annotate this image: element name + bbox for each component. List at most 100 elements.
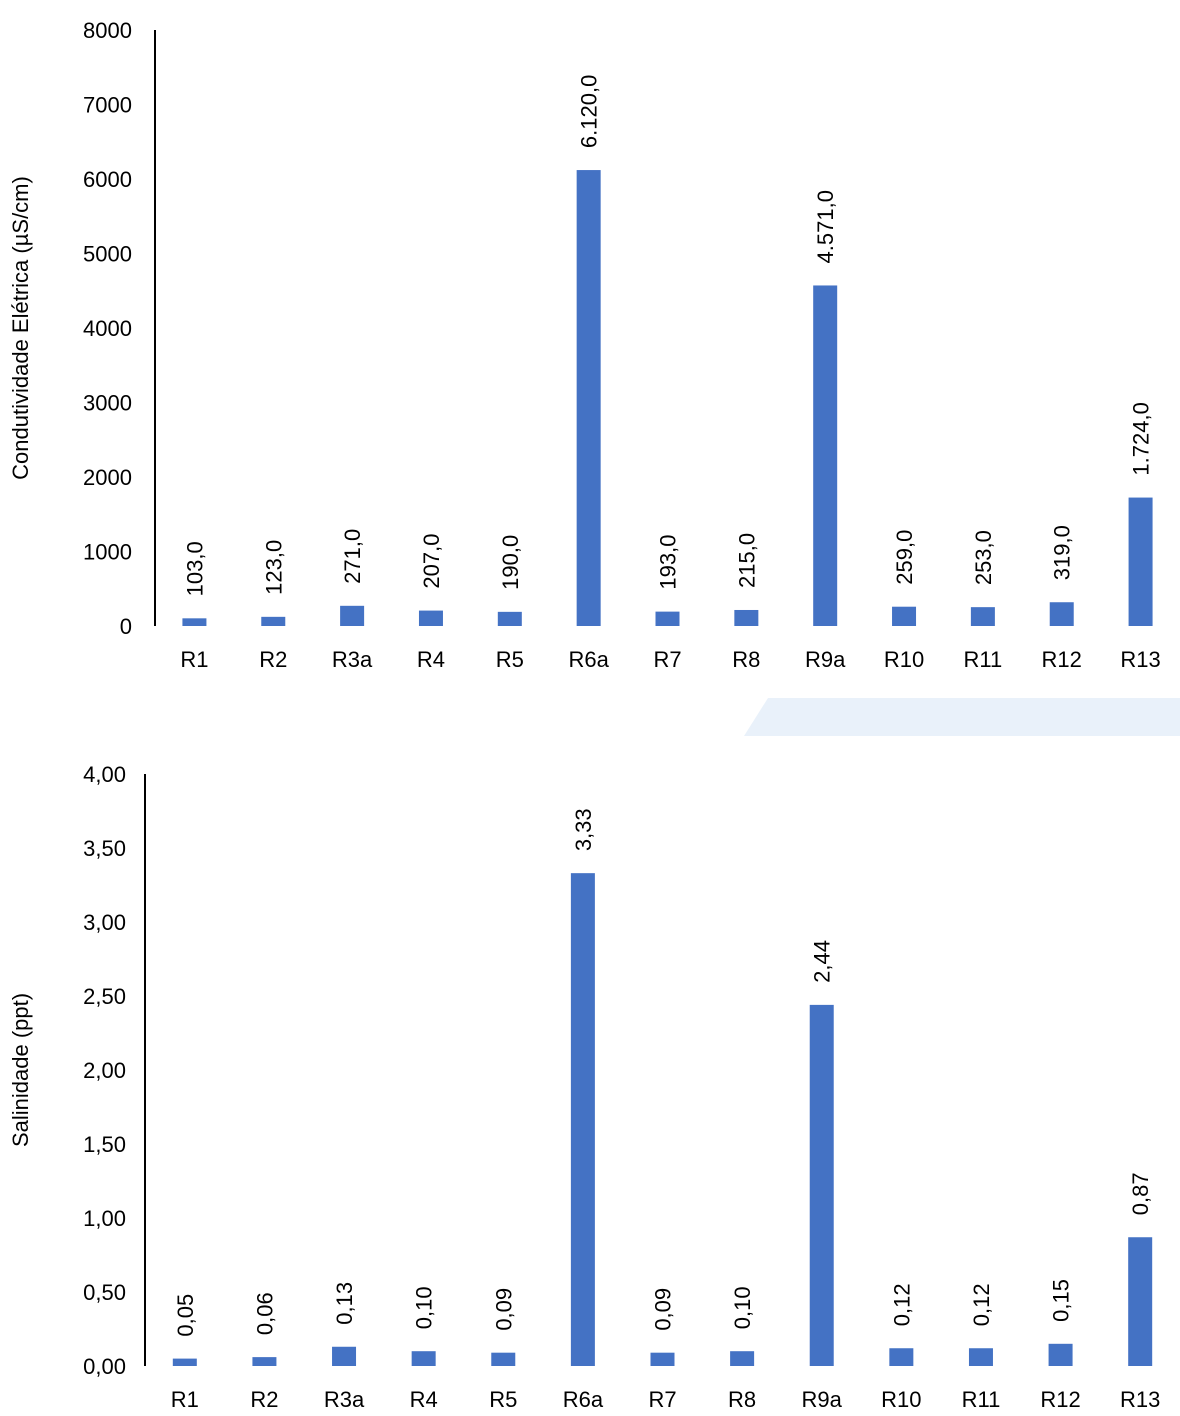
y-tick-label: 5000: [83, 242, 132, 267]
data-label: 319,0: [1050, 525, 1075, 580]
x-category-label: R8: [728, 1387, 756, 1412]
x-category-label: R10: [884, 647, 924, 672]
x-category-label: R4: [410, 1387, 438, 1412]
bar-r7: [650, 1352, 675, 1366]
x-category-label: R8: [732, 647, 760, 672]
data-label: 2,44: [810, 940, 835, 983]
y-tick-label: 6000: [83, 167, 132, 192]
data-label: 271,0: [340, 529, 365, 584]
y-tick-label: 3,00: [83, 910, 126, 935]
data-label: 193,0: [656, 535, 681, 590]
y-tick-label: 3000: [83, 391, 132, 416]
bar-r9a: [809, 1004, 834, 1366]
x-category-label: R10: [881, 1387, 921, 1412]
data-label: 0,15: [1049, 1279, 1074, 1322]
data-label: 0,05: [173, 1294, 198, 1337]
x-category-label: R5: [496, 647, 524, 672]
x-category-label: R7: [653, 647, 681, 672]
x-category-label: R12: [1042, 647, 1082, 672]
data-label: 1.724,0: [1129, 402, 1154, 475]
data-label: 253,0: [971, 530, 996, 585]
x-category-label: R4: [417, 647, 445, 672]
bar-r10: [889, 1348, 914, 1366]
bar-r12: [1048, 1343, 1073, 1366]
data-label: 6.120,0: [577, 75, 602, 148]
bar-r3a: [340, 605, 365, 626]
data-label: 0,87: [1128, 1172, 1153, 1215]
y-tick-label: 7000: [83, 93, 132, 118]
data-label: 123,0: [261, 540, 286, 595]
data-label: 215,0: [734, 533, 759, 588]
x-category-label: R1: [180, 647, 208, 672]
data-label: 259,0: [892, 530, 917, 585]
bar-r1: [182, 618, 207, 626]
bar-r12: [1049, 602, 1074, 626]
x-category-label: R5: [489, 1387, 517, 1412]
y-tick-label: 2,50: [83, 984, 126, 1009]
y-tick-label: 4,00: [83, 762, 126, 787]
y-tick-label: 0,00: [83, 1354, 126, 1379]
y-tick-label: 2,00: [83, 1058, 126, 1083]
x-category-label: R2: [250, 1387, 278, 1412]
y-tick-label: 0,50: [83, 1280, 126, 1305]
bar-r11: [970, 607, 995, 626]
bar-r7: [655, 611, 680, 626]
decorative-band: [744, 698, 1180, 736]
conductivity-bar-chart: 0 1000 2000 3000 4000 5000 6000 7000 8000 Conduti…: [8, 18, 1161, 672]
y-tick-label: 1,50: [83, 1132, 126, 1157]
data-label: 0,10: [730, 1286, 755, 1329]
y-tick-label: 3,50: [83, 836, 126, 861]
data-label: 0,09: [491, 1288, 516, 1331]
bar-r5: [491, 1352, 516, 1366]
data-label: 0,09: [651, 1288, 676, 1331]
bar-r11: [968, 1348, 993, 1366]
y-tick-label: 1000: [83, 540, 132, 565]
y-axis-title: Salinidade (ppt): [8, 993, 33, 1147]
x-category-label: R2: [259, 647, 287, 672]
bar-r13: [1128, 1237, 1153, 1366]
bar-r3a: [332, 1346, 357, 1366]
x-category-label: R11: [964, 647, 1003, 672]
y-axis-title: Condutividade Elétrica (µS/cm): [8, 176, 33, 480]
x-category-label: R13: [1120, 1387, 1160, 1412]
data-label: 4.571,0: [813, 190, 838, 263]
x-category-label: R3a: [324, 1387, 365, 1412]
data-label: 0,10: [412, 1286, 437, 1329]
x-category-label: R6a: [568, 647, 609, 672]
x-category-label: R1: [171, 1387, 199, 1412]
bar-r6a: [576, 170, 601, 626]
data-label: 0,12: [889, 1283, 914, 1326]
data-label: 3,33: [571, 808, 596, 851]
data-label: 0,12: [969, 1283, 994, 1326]
y-tick-label: 8000: [83, 18, 132, 43]
y-tick-label: 0: [120, 614, 132, 639]
bar-r8: [730, 1351, 755, 1366]
y-tick-label: 2000: [83, 465, 132, 490]
x-category-label: R13: [1120, 647, 1160, 672]
y-tick-label: 4000: [83, 316, 132, 341]
x-category-label: R3a: [332, 647, 373, 672]
bar-r8: [734, 609, 759, 626]
y-tick-label: 1,00: [83, 1206, 126, 1231]
data-label: 0,06: [252, 1292, 277, 1335]
x-category-label: R9a: [802, 1387, 843, 1412]
x-category-label: R6a: [563, 1387, 604, 1412]
data-label: 0,13: [332, 1282, 357, 1325]
x-category-label: R9a: [805, 647, 846, 672]
data-label: 207,0: [419, 534, 444, 589]
bar-r10: [892, 606, 917, 626]
x-category-label: R7: [648, 1387, 676, 1412]
bar-r5: [497, 611, 522, 626]
bar-r2: [261, 616, 286, 626]
bar-r6a: [570, 873, 595, 1366]
bar-r9a: [813, 285, 838, 626]
bar-r13: [1128, 497, 1153, 626]
x-category-label: R11: [962, 1387, 1001, 1412]
data-label: 190,0: [498, 535, 523, 590]
bar-r2: [252, 1357, 277, 1366]
bar-r4: [411, 1351, 436, 1366]
data-label: 103,0: [182, 541, 207, 596]
x-category-label: R12: [1040, 1387, 1080, 1412]
salinity-bar-chart: 0,00 0,50 1,00 1,50 2,00 2,50 3,00 3,50 4,00 Sali…: [8, 762, 1160, 1412]
